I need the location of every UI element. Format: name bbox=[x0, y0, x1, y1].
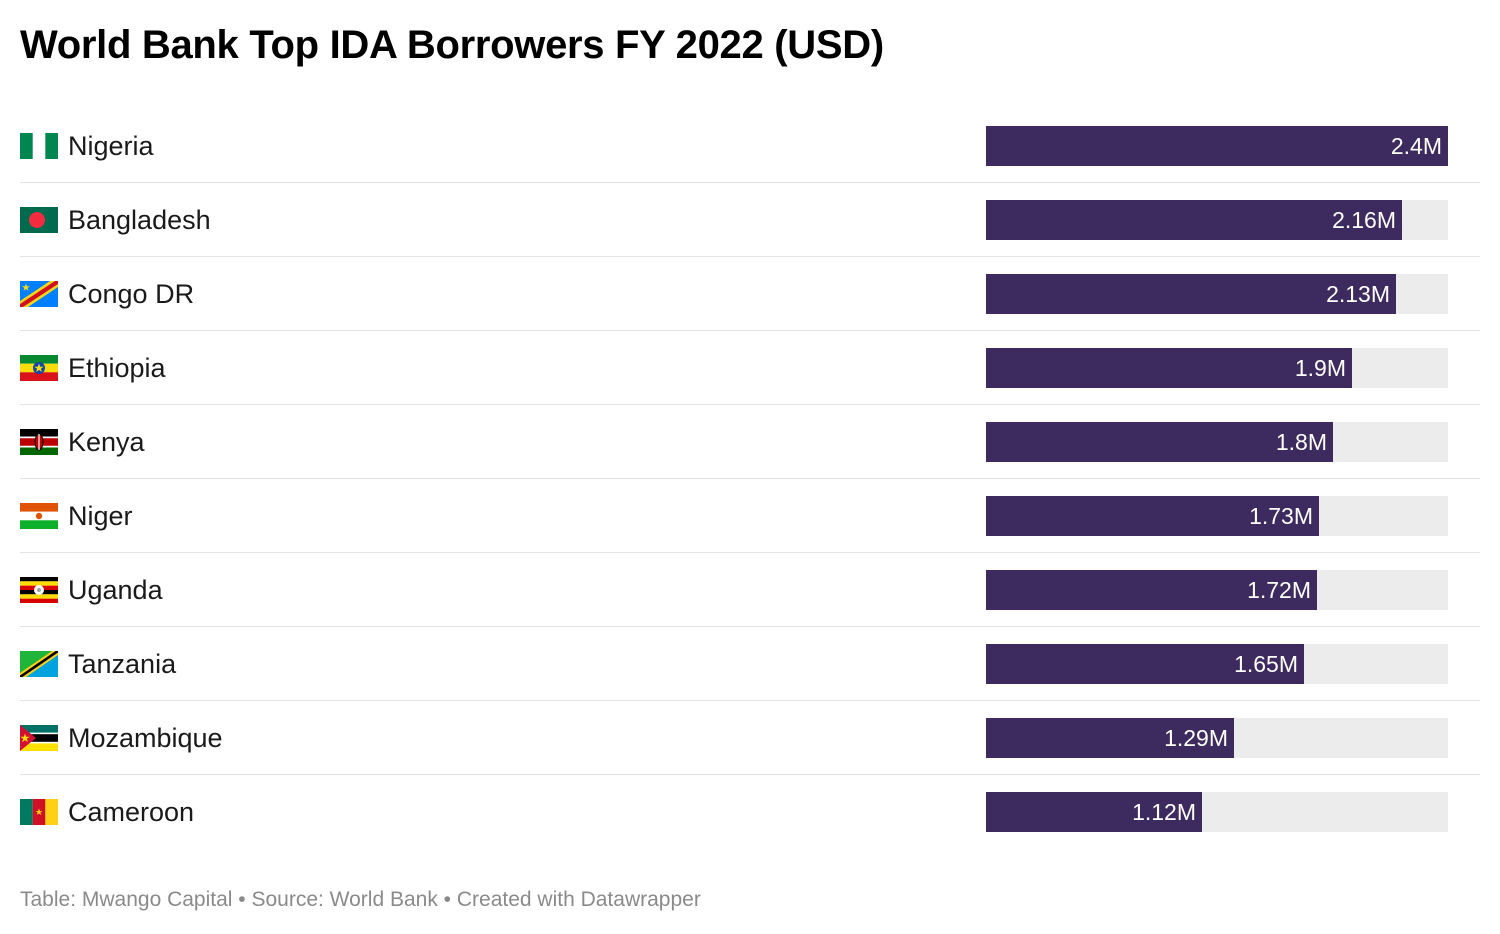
mozambique-flag-icon bbox=[20, 725, 58, 751]
table-row-tanzania: Tanzania 1.65M bbox=[20, 627, 1480, 701]
bar-value-label: 2.4M bbox=[1390, 133, 1442, 159]
bar-track: 2.16M bbox=[986, 200, 1448, 240]
kenya-flag-icon bbox=[20, 429, 58, 455]
bar-value-label: 1.73M bbox=[1249, 503, 1313, 529]
bar-nigeria: 2.4M bbox=[986, 126, 1448, 166]
country-name: Nigeria bbox=[68, 131, 154, 161]
bar-value-label: 1.9M bbox=[1294, 355, 1346, 381]
bar-value-label: 2.16M bbox=[1332, 207, 1396, 233]
nigeria-flag-icon bbox=[20, 133, 58, 159]
country-name: Cameroon bbox=[68, 797, 195, 827]
bar-mozambique: 1.29M bbox=[986, 718, 1234, 758]
bar-track: 1.72M bbox=[986, 570, 1448, 610]
country-name: Uganda bbox=[68, 575, 163, 605]
table-row-nigeria: Nigeria 2.4M bbox=[20, 109, 1480, 183]
bar-value-label: 1.12M bbox=[1132, 799, 1196, 825]
bar-uganda: 1.72M bbox=[986, 570, 1317, 610]
bar-value-label: 1.8M bbox=[1275, 429, 1327, 455]
bar-kenya: 1.8M bbox=[986, 422, 1333, 462]
bar-track: 2.4M bbox=[986, 126, 1448, 166]
country-name: Kenya bbox=[68, 427, 145, 457]
bar-cameroon: 1.12M bbox=[986, 792, 1202, 832]
bar-ethiopia: 1.9M bbox=[986, 348, 1352, 388]
cameroon-flag-icon bbox=[20, 799, 58, 825]
bar-track: 2.13M bbox=[986, 274, 1448, 314]
country-name: Niger bbox=[68, 501, 133, 531]
table-row-mozambique: Mozambique 1.29M bbox=[20, 701, 1480, 775]
table-row-uganda: Uganda 1.72M bbox=[20, 553, 1480, 627]
table-row-cameroon: Cameroon 1.12M bbox=[20, 775, 1480, 849]
bar-track: 1.73M bbox=[986, 496, 1448, 536]
country-name: Ethiopia bbox=[68, 353, 166, 383]
bar-tanzania: 1.65M bbox=[986, 644, 1304, 684]
table-row-kenya: Kenya 1.8M bbox=[20, 405, 1480, 479]
country-name: Congo DR bbox=[68, 279, 195, 309]
country-name: Tanzania bbox=[68, 649, 177, 679]
bar-congo-dr: 2.13M bbox=[986, 274, 1396, 314]
table-row-bangladesh: Bangladesh 2.16M bbox=[20, 183, 1480, 257]
table-row-niger: Niger 1.73M bbox=[20, 479, 1480, 553]
bar-track: 1.12M bbox=[986, 792, 1448, 832]
bar-value-label: 2.13M bbox=[1326, 281, 1390, 307]
table-row-congo-dr: Congo DR 2.13M bbox=[20, 257, 1480, 331]
uganda-flag-icon bbox=[20, 577, 58, 603]
bar-track: 1.9M bbox=[986, 348, 1448, 388]
country-name: Bangladesh bbox=[68, 205, 211, 235]
table-row-ethiopia: Ethiopia 1.9M bbox=[20, 331, 1480, 405]
bar-track: 1.8M bbox=[986, 422, 1448, 462]
borrowers-table: Nigeria 2.4M Bangladesh 2.16M Congo DR 2.13M E… bbox=[20, 109, 1480, 849]
bar-track: 1.29M bbox=[986, 718, 1448, 758]
ethiopia-flag-icon bbox=[20, 355, 58, 381]
niger-flag-icon bbox=[20, 503, 58, 529]
congo-dr-flag-icon bbox=[20, 281, 58, 307]
bar-value-label: 1.65M bbox=[1234, 651, 1298, 677]
country-name: Mozambique bbox=[68, 723, 223, 753]
bar-track: 1.65M bbox=[986, 644, 1448, 684]
bangladesh-flag-icon bbox=[20, 207, 58, 233]
bar-value-label: 1.29M bbox=[1164, 725, 1228, 751]
chart-title: World Bank Top IDA Borrowers FY 2022 (US… bbox=[20, 23, 884, 67]
bar-bangladesh: 2.16M bbox=[986, 200, 1402, 240]
bar-value-label: 1.72M bbox=[1247, 577, 1311, 603]
chart-footer: Table: Mwango Capital • Source: World Ba… bbox=[20, 888, 701, 911]
tanzania-flag-icon bbox=[20, 651, 58, 677]
bar-niger: 1.73M bbox=[986, 496, 1319, 536]
